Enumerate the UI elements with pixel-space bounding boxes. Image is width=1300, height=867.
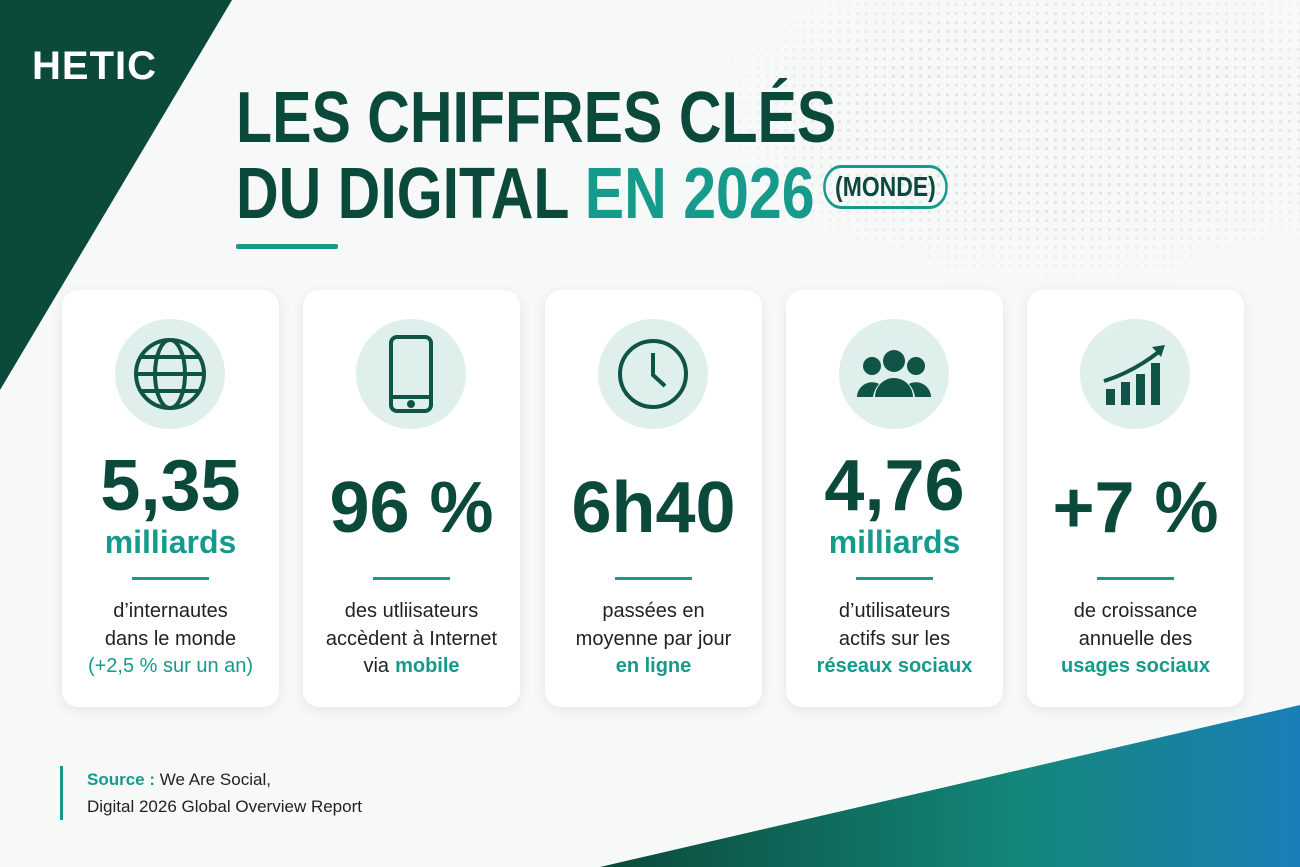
desc-text: des utliisateurs xyxy=(344,600,479,622)
desc-text: via xyxy=(363,655,390,677)
stat-description: d’utilisateurs actifs sur les réseaux so… xyxy=(786,598,1003,681)
stat-description: des utliisateurs accèdent à Internet via… xyxy=(303,598,520,681)
title-text: DU DIGITAL xyxy=(236,154,569,234)
stat-unit: milliards xyxy=(828,524,961,560)
stat-value: +7 % xyxy=(1052,468,1219,548)
source-text: Digital 2026 Global Overview Report xyxy=(87,797,362,816)
stat-description: passées en moyenne par jour en ligne xyxy=(545,598,762,681)
stat-card: 6h40 passées en moyenne par jour en lign… xyxy=(545,290,762,707)
desc-emphasis: réseaux sociaux xyxy=(816,655,973,677)
title-line: LES CHIFFRES CLÉS xyxy=(236,78,837,158)
desc-text: actifs sur les xyxy=(838,627,951,650)
world-map-pattern xyxy=(700,0,1300,290)
title-underline xyxy=(236,244,338,249)
desc-emphasis: mobile xyxy=(395,655,460,677)
stat-card: 5,35 milliards d’internautes dans le mon… xyxy=(62,290,279,707)
desc-text: d’utilisateurs xyxy=(838,600,951,622)
icon-growth xyxy=(1080,319,1190,429)
desc-accent: (+2,5 % sur un an) xyxy=(87,655,254,677)
title-accent: EN 2026 xyxy=(584,154,815,234)
source-text: We Are Social, xyxy=(159,770,271,789)
desc-emphasis: en ligne xyxy=(615,655,692,677)
stat-value: 96 % xyxy=(329,468,494,548)
stat-value: 4,76 xyxy=(824,446,965,526)
source: Source : We Are Social, Digital 2026 Glo… xyxy=(60,766,362,820)
stat-card: 96 % des utliisateurs accèdent à Interne… xyxy=(303,290,520,707)
title-badge: (MONDE) xyxy=(822,164,949,209)
divider xyxy=(132,577,209,580)
stat-description: d’internautes dans le monde (+2,5 % sur … xyxy=(62,598,279,681)
stat-card: 4,76 milliards d’utilisateurs actifs sur… xyxy=(786,290,1003,707)
desc-emphasis: usages sociaux xyxy=(1061,655,1210,677)
brand: HETIC xyxy=(32,44,157,88)
divider xyxy=(856,577,933,580)
desc-text: accèdent à Internet xyxy=(325,627,498,650)
stat-value: 5,35 xyxy=(100,446,241,526)
desc-text: de croissance xyxy=(1073,600,1198,622)
desc-text: d’internautes xyxy=(113,600,228,622)
stat-card: +7 % de croissance annuelle des usages s… xyxy=(1027,290,1244,707)
title-line: DU DIGITAL EN 2026 (MONDE) xyxy=(236,158,949,230)
divider xyxy=(1097,577,1174,580)
icon-clock xyxy=(598,319,708,429)
icon-phone xyxy=(356,319,466,429)
desc-text: moyenne par jour xyxy=(575,627,732,650)
desc-text: dans le monde xyxy=(104,627,237,650)
icon-globe xyxy=(115,319,225,429)
divider xyxy=(373,577,450,580)
icon-people xyxy=(839,319,949,429)
stat-value: 6h40 xyxy=(571,468,736,548)
stat-description: de croissance annuelle des usages sociau… xyxy=(1027,598,1244,681)
stat-unit: milliards xyxy=(104,524,237,560)
desc-text: annuelle des xyxy=(1078,627,1193,650)
source-label: Source : xyxy=(87,770,156,789)
divider xyxy=(615,577,692,580)
desc-text: passées en xyxy=(602,600,705,622)
